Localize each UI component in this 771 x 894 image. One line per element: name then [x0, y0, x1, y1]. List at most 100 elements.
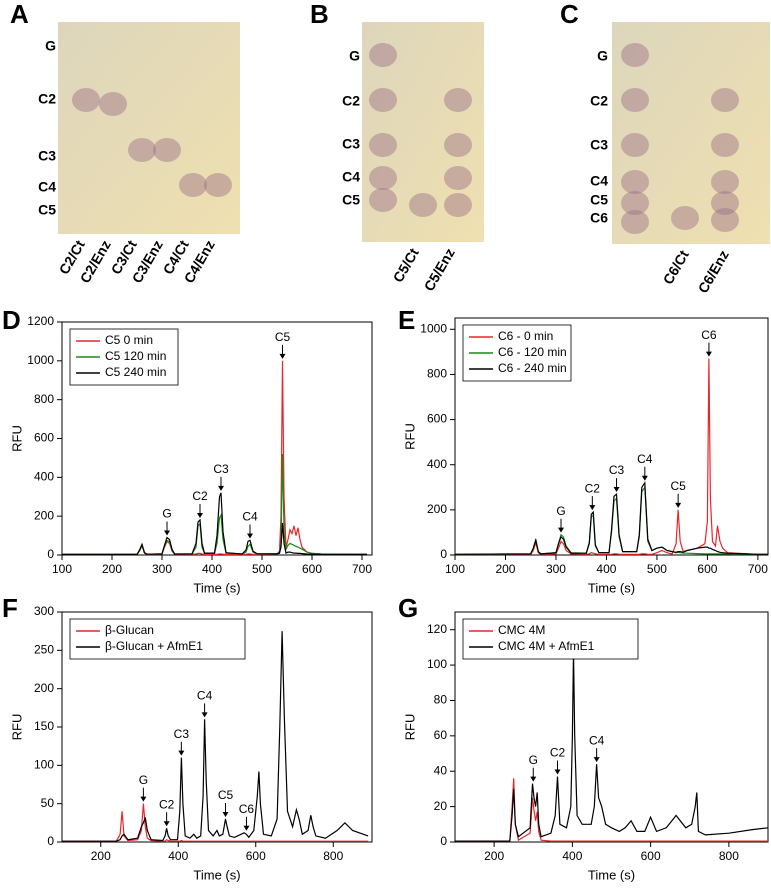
- arrow-head: [641, 475, 648, 481]
- x-tick-label: 800: [719, 849, 739, 863]
- tlc-plate: [612, 22, 770, 244]
- y-tick-label: 0: [47, 547, 54, 561]
- arrow-head: [554, 769, 561, 775]
- x-tick-label: 600: [246, 849, 266, 863]
- legend-label: C6 - 120 min: [498, 345, 567, 359]
- x-axis-label: Time (s): [193, 867, 240, 882]
- x-tick-label: 500: [252, 562, 272, 576]
- x-tick-label: 200: [102, 562, 122, 576]
- legend-label: β-Glucan: [105, 623, 154, 637]
- x-tick-label: 200: [91, 849, 111, 863]
- trace: [62, 360, 368, 556]
- panel-letter: D: [2, 305, 21, 335]
- arrow-head: [201, 712, 208, 718]
- tlc-spot: [621, 170, 649, 194]
- annotation: C4: [197, 689, 213, 703]
- y-tick-label: 1200: [27, 314, 54, 328]
- y-tick-label: 120: [427, 622, 447, 636]
- band-label: G: [45, 38, 56, 54]
- band-label: C3: [342, 136, 360, 152]
- annotation: C4: [242, 510, 258, 524]
- panel-letter: F: [2, 593, 18, 623]
- trace: [62, 803, 369, 842]
- band-label: C2: [590, 93, 608, 109]
- panel-letter: G: [398, 593, 418, 623]
- y-tick-label: 800: [34, 392, 54, 406]
- tlc-spot: [711, 191, 739, 215]
- tlc-spot: [153, 138, 181, 162]
- y-tick-label: 60: [434, 728, 448, 742]
- legend-label: CMC 4M + AfmE1: [498, 639, 595, 653]
- lane-label: C6/Enz: [695, 247, 732, 295]
- x-tick-label: 500: [647, 562, 667, 576]
- band-label: C4: [590, 173, 608, 189]
- legend-label: C5 0 min: [105, 333, 153, 347]
- tlc-spot: [369, 88, 397, 112]
- arrow-head: [140, 796, 147, 802]
- panel-letter: B: [310, 0, 329, 29]
- x-tick-label: 400: [562, 849, 582, 863]
- tlc-spot: [369, 166, 397, 190]
- band-label: C5: [38, 202, 56, 218]
- tlc-spot: [711, 133, 739, 157]
- y-tick-label: 50: [41, 796, 55, 810]
- annotation: G: [556, 504, 565, 518]
- x-tick-label: 400: [202, 562, 222, 576]
- tlc-spot: [128, 138, 156, 162]
- y-tick-label: 1000: [27, 353, 54, 367]
- band-label: C3: [38, 148, 56, 164]
- annotation: C5: [670, 479, 686, 493]
- arrow-head: [247, 533, 253, 539]
- lane-label: C5/Enz: [421, 245, 458, 293]
- y-axis-label: RFU: [9, 714, 24, 741]
- legend-label: C6 - 240 min: [498, 361, 567, 375]
- trace: [454, 480, 768, 555]
- panel-letter: E: [398, 305, 415, 335]
- y-axis-label: RFU: [9, 425, 24, 452]
- trace: [455, 358, 768, 555]
- y-tick-label: 80: [434, 693, 448, 707]
- x-tick-label: 800: [323, 849, 343, 863]
- tlc-spot: [369, 188, 397, 212]
- tlc-spot: [444, 166, 472, 190]
- x-tick-label: 400: [168, 849, 188, 863]
- x-tick-label: 300: [152, 562, 172, 576]
- annotation: C2: [550, 746, 566, 760]
- x-tick-label: 100: [52, 562, 72, 576]
- annotation: C2: [192, 489, 208, 503]
- arrow-head: [164, 530, 170, 536]
- trace: [62, 492, 367, 555]
- trace: [455, 778, 768, 842]
- annotation: C2: [159, 797, 175, 811]
- x-tick-label: 200: [495, 562, 515, 576]
- band-label: C4: [342, 169, 360, 185]
- annotation: G: [529, 753, 538, 767]
- legend-label: β-Glucan + AfmE1: [105, 639, 203, 653]
- legend-label: C5 240 min: [105, 365, 166, 379]
- tlc-plate: [58, 22, 240, 234]
- legend-label: C5 120 min: [105, 349, 166, 363]
- arrow-head: [218, 485, 224, 491]
- annotation: C6: [701, 328, 717, 342]
- arrow-head: [558, 527, 565, 533]
- annotation: C3: [174, 727, 190, 741]
- tlc-spot: [621, 88, 649, 112]
- annotation: C3: [609, 463, 625, 477]
- y-tick-label: 0: [440, 834, 447, 848]
- arrow-head: [222, 812, 229, 817]
- tlc-spot: [711, 88, 739, 112]
- arrow-head: [197, 513, 203, 519]
- x-axis-label: Time (s): [193, 580, 240, 595]
- y-tick-label: 0: [440, 547, 447, 561]
- x-tick-label: 200: [484, 849, 504, 863]
- y-tick-label: 100: [34, 758, 54, 772]
- x-tick-label: 600: [302, 562, 322, 576]
- annotation: G: [162, 507, 171, 521]
- band-label: C2: [38, 91, 56, 107]
- tlc-plate: [362, 22, 484, 242]
- annotation: C3: [213, 462, 229, 476]
- y-tick-label: 600: [427, 412, 447, 426]
- band-label: C5: [342, 192, 360, 208]
